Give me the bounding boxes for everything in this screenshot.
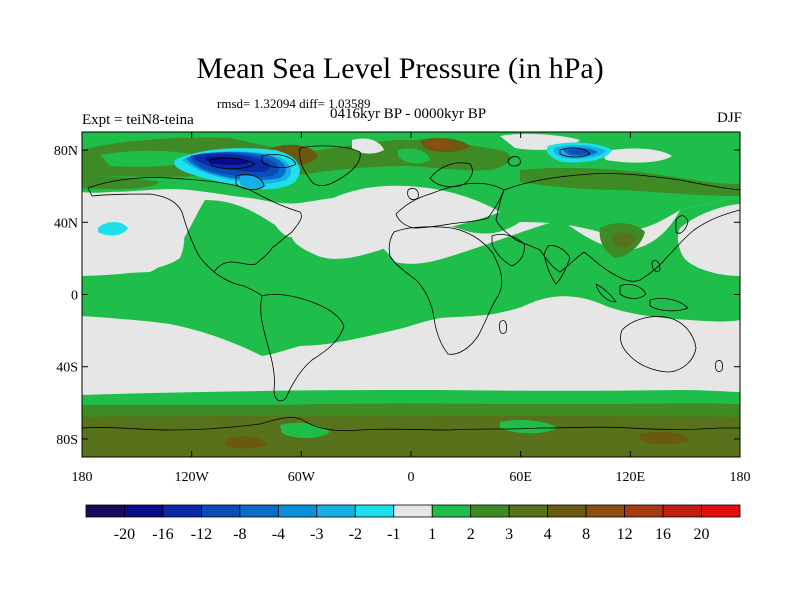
field-n-pacific-neutral: [82, 191, 185, 276]
y-tick-label: 0: [71, 289, 78, 304]
field-n-pacific-neg-1: [98, 222, 128, 236]
coastline-novaya-zemlya: [507, 156, 521, 167]
x-tick-label: 120W: [175, 470, 210, 485]
colorbar-box: [316, 504, 356, 518]
colorbar-label: -2: [349, 526, 362, 543]
y-tick-label: 40S: [56, 361, 78, 376]
coastline-south-america: [260, 294, 345, 402]
colorbar-label: 2: [467, 526, 475, 543]
colorbar-label: -12: [191, 526, 212, 543]
coastline-north-america: [87, 177, 302, 273]
colorbar-label: 4: [544, 526, 552, 543]
colorbar-label: 12: [617, 526, 633, 543]
colorbar-box: [162, 504, 202, 518]
field-arctic-brown-3: [426, 140, 454, 149]
colorbar-label: -4: [272, 526, 285, 543]
coastline-europe: [395, 182, 505, 229]
colorbar-box: [701, 504, 741, 518]
colorbar-label: 3: [505, 526, 513, 543]
colorbar-label: 16: [655, 526, 671, 543]
pressure-field: [82, 132, 740, 457]
coastline-canadian-arctic-1: [209, 157, 256, 170]
field-antarctic-brown-2: [640, 432, 690, 445]
colorbar-box: [547, 504, 587, 518]
x-tick-label: 180: [72, 470, 93, 485]
experiment-label: Expt = teiN8-teina: [82, 112, 194, 128]
rmsd-diff-stats: rmsd= 1.32094 diff= 1.03589: [217, 96, 371, 111]
field-antarctic-brown-1: [225, 436, 268, 449]
colorbar-box: [85, 504, 125, 518]
field-w-pacific-neutral: [677, 204, 740, 276]
y-tick-label: 40N: [54, 216, 78, 231]
axis-ticks: [81, 132, 741, 457]
colorbar-box: [201, 504, 241, 518]
x-tick-label: 120E: [616, 470, 646, 485]
coastlines: [82, 145, 740, 432]
colorbar-box: [431, 504, 472, 518]
coastline-siberian-islands: [559, 147, 591, 158]
coastline-new-zealand: [715, 360, 723, 372]
colorbar-labels: -20 -16 -12 -8 -4 -3 -2 -1 1 2 3 4 8 12 16 20: [114, 526, 710, 543]
colorbar-label: -8: [233, 526, 246, 543]
coastline-scandinavia: [429, 162, 473, 188]
x-tick-label: 60E: [509, 470, 532, 485]
coastline-japan: [675, 215, 689, 234]
coastline-antarctica: [82, 417, 740, 432]
colorbar-box: [470, 504, 510, 518]
field-n-atlantic-neutral: [292, 185, 500, 259]
colorbar-box: [277, 504, 318, 518]
axis-tick-labels: 180 120W 60W 0 60E 120E 180 80N 40N 0 40S 80S: [54, 144, 751, 485]
colorbar: [85, 504, 741, 518]
colorbar-box: [393, 504, 433, 518]
x-tick-label: 180: [730, 470, 751, 485]
y-tick-label: 80N: [54, 144, 78, 159]
colorbar-label: -3: [310, 526, 323, 543]
field-tibet-4hPa: [612, 232, 636, 248]
colorbar-box: [508, 504, 549, 518]
field-tropical-band: [82, 198, 740, 356]
colorbar-box: [662, 504, 702, 518]
colorbar-label: 20: [694, 526, 710, 543]
map-title: Mean Sea Level Pressure (in hPa): [196, 52, 604, 85]
coastline-philippines: [651, 260, 661, 272]
coastline-sumatra: [595, 283, 617, 303]
field-n-america-3hPa: [82, 176, 160, 190]
coastline-india: [543, 245, 571, 285]
field-neutral-gap-1: [352, 138, 384, 154]
x-tick-label: 60W: [288, 470, 316, 485]
coastline-australia: [620, 316, 697, 373]
colorbar-label: 1: [428, 526, 436, 543]
field-n-atlantic-green-patch: [398, 148, 430, 164]
field-antarctic-patch-2: [500, 420, 558, 434]
period-label: 0416kyr BP - 0000kyr BP: [329, 106, 487, 122]
colorbar-box: [354, 504, 395, 518]
colorbar-box: [124, 504, 164, 518]
coastline-central-america: [213, 271, 263, 297]
colorbar-label: -1: [387, 526, 400, 543]
field-siberia-neg-8: [568, 149, 590, 155]
season-label: DJF: [716, 110, 742, 126]
coastline-borneo: [619, 284, 647, 299]
y-tick-label: 80S: [56, 433, 78, 448]
coastline-british-isles: [407, 188, 419, 200]
coastline-new-guinea: [649, 298, 689, 312]
coastline-hudson-bay: [235, 174, 265, 190]
colorbar-label: -16: [152, 526, 173, 543]
coastline-canadian-arctic-2: [261, 154, 297, 168]
coastline-madagascar: [499, 320, 507, 334]
coastline-arabia: [491, 234, 525, 267]
x-tick-label: 0: [408, 470, 415, 485]
colorbar-label: 8: [582, 526, 590, 543]
coastline-asia: [495, 173, 740, 282]
colorbar-box: [585, 504, 625, 518]
coastline-africa: [388, 226, 503, 355]
field-southern-neutral: [82, 298, 740, 395]
colorbar-box: [239, 504, 279, 518]
field-neutral-gap-3: [600, 148, 672, 163]
coastline-greenland: [299, 145, 361, 186]
colorbar-box: [624, 504, 664, 518]
colorbar-label: -20: [114, 526, 135, 543]
